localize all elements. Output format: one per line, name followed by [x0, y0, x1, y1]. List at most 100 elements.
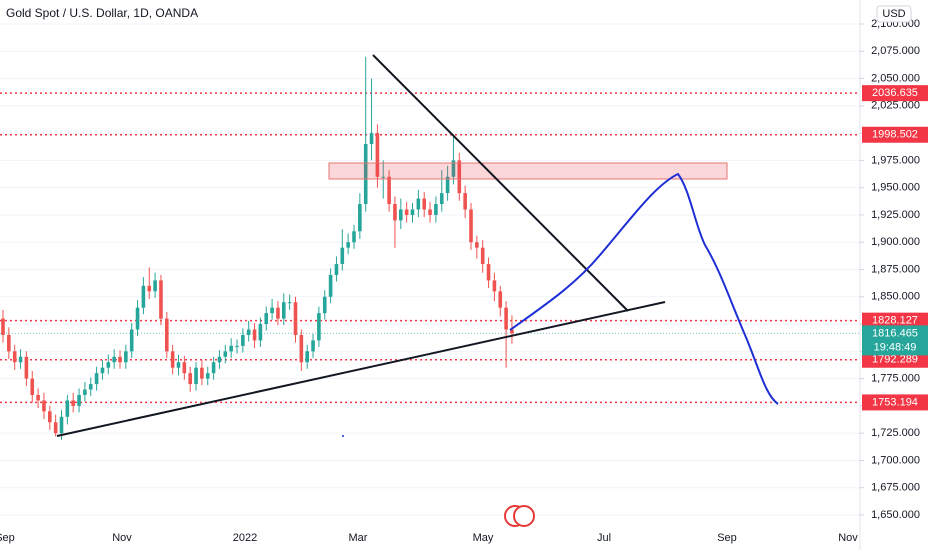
candle-body — [118, 356, 122, 363]
level-label-box — [862, 126, 928, 143]
candle-body — [410, 209, 415, 215]
candle-body — [375, 133, 380, 177]
level-label: 2036.635 — [872, 87, 918, 99]
x-tick-label: May — [473, 532, 494, 544]
candle-body — [270, 307, 274, 314]
candle-body — [457, 160, 462, 194]
candle-body — [287, 302, 292, 304]
candle-body — [434, 204, 438, 215]
candle-body — [188, 373, 192, 385]
candle-body — [451, 160, 456, 177]
candle-body — [322, 296, 327, 314]
y-tick-label: 1,775.000 — [871, 373, 920, 385]
candle-body — [7, 334, 11, 352]
candle-body — [30, 378, 35, 395]
candle-body — [100, 367, 105, 374]
candle-body — [235, 345, 239, 347]
candle-body — [223, 351, 228, 357]
candle-body — [317, 313, 321, 341]
candle-body — [165, 318, 169, 352]
candles — [1, 56, 514, 440]
candle-body — [299, 334, 304, 363]
candle-body — [176, 362, 181, 368]
candle-body — [282, 302, 286, 319]
x-tick-label: Sep — [0, 532, 15, 544]
x-tick-label: Nov — [112, 532, 132, 544]
candle-body — [217, 356, 222, 363]
candle-body — [422, 198, 426, 210]
candle-body — [94, 373, 99, 385]
candle-body — [200, 367, 204, 379]
candle-body — [77, 394, 81, 406]
level-label: 1753.194 — [872, 396, 918, 408]
y-tick-label: 1,875.000 — [871, 263, 920, 275]
level-label: 1998.502 — [872, 129, 918, 141]
candle-body — [135, 307, 140, 330]
y-tick-label: 1,725.000 — [871, 427, 920, 439]
candle-body — [381, 176, 386, 178]
candle-body — [328, 274, 333, 297]
candle-body — [211, 362, 216, 374]
y-tick-label: 2,075.000 — [871, 45, 920, 57]
trend-line — [372, 54, 629, 312]
candle-body — [1, 318, 5, 335]
level-label-box — [862, 85, 928, 102]
candle-body — [53, 422, 58, 434]
x-tick-label: Nov — [838, 532, 858, 544]
y-tick-label: 2,025.000 — [871, 100, 920, 112]
candle-body — [311, 340, 315, 352]
x-tick-label: Mar — [349, 532, 368, 544]
candle-body — [439, 193, 444, 205]
candle-body — [340, 247, 345, 265]
candle-body — [486, 264, 491, 281]
candle-body — [510, 329, 514, 334]
candle-body — [475, 242, 479, 248]
candle-body — [469, 209, 473, 243]
candle-body — [445, 176, 450, 194]
candle-body — [194, 367, 198, 385]
candle-body — [83, 389, 87, 395]
candle-body — [159, 280, 163, 319]
candle-body — [293, 302, 298, 335]
candle-body — [404, 209, 409, 215]
candle-body — [182, 362, 187, 374]
y-tick-label: 1,925.000 — [871, 209, 920, 221]
y-tick-label: 1,975.000 — [871, 154, 920, 166]
candle-body — [36, 394, 40, 401]
candle-body — [141, 285, 146, 308]
candle-body — [369, 133, 374, 145]
levels — [0, 92, 860, 404]
currency: USD — [882, 8, 905, 20]
x-tick-label: Sep — [717, 532, 737, 544]
resistance-zone — [328, 162, 728, 180]
candle-body — [42, 400, 46, 412]
x-tick-label: Jul — [597, 532, 611, 544]
grid — [0, 23, 860, 516]
candle-body — [492, 280, 497, 292]
candle-body — [65, 400, 70, 417]
level-label-box — [862, 312, 928, 329]
currency-box[interactable] — [876, 5, 912, 23]
candle-body — [112, 356, 116, 363]
candle-body — [346, 242, 350, 248]
candle-body — [88, 384, 93, 390]
logo — [513, 505, 535, 527]
candle-body — [59, 416, 64, 434]
projection-path — [509, 172, 779, 405]
x-tick-label: 2022 — [233, 532, 257, 544]
level-label-box — [862, 351, 928, 368]
last-price-box — [862, 325, 928, 356]
candle-body — [416, 198, 421, 210]
candle-body — [124, 351, 128, 363]
candle-body — [129, 329, 134, 352]
candle-body — [463, 193, 467, 210]
dot — [342, 435, 344, 437]
level-label: 1828.127 — [872, 315, 918, 327]
countdown: 19:48:49 — [874, 341, 917, 353]
y-tick-label: 1,900.000 — [871, 236, 920, 248]
candle-body — [393, 204, 397, 221]
candle-body — [246, 329, 251, 335]
candle-body — [252, 329, 257, 341]
